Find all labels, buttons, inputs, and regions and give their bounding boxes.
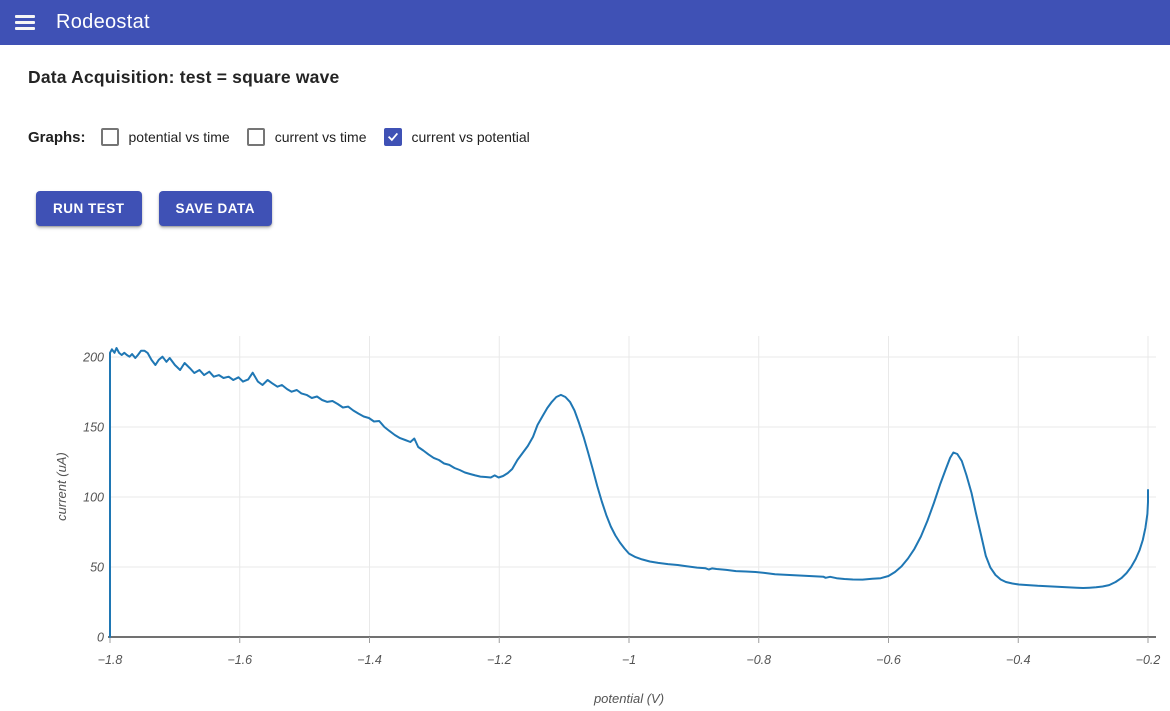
svg-text:100: 100: [83, 491, 104, 505]
menu-button[interactable]: [6, 4, 44, 42]
svg-text:0: 0: [97, 631, 104, 645]
svg-text:−1: −1: [622, 653, 636, 667]
action-buttons-row: RUN TEST SAVE DATA: [36, 191, 273, 226]
svg-text:200: 200: [82, 351, 104, 365]
svg-text:50: 50: [90, 561, 104, 575]
svg-text:−0.2: −0.2: [1136, 653, 1161, 667]
svg-text:−1.6: −1.6: [227, 653, 252, 667]
app-title: Rodeostat: [56, 11, 150, 33]
checkbox-label: current vs time: [274, 129, 367, 145]
data-line-current-vs-potential: [109, 347, 1149, 638]
hamburger-menu-icon: [15, 11, 35, 33]
gridlines: [110, 336, 1156, 637]
checkbox-potential-vs-time[interactable]: [100, 128, 119, 146]
svg-text:−0.6: −0.6: [876, 653, 901, 667]
x-axis-title: potential (V): [593, 691, 664, 706]
graph-option-potential-vs-time[interactable]: potential vs time: [100, 128, 230, 146]
svg-text:−1.8: −1.8: [98, 653, 123, 667]
save-data-button[interactable]: SAVE DATA: [158, 191, 273, 226]
app-header: Rodeostat: [0, 0, 1170, 45]
svg-text:150: 150: [83, 421, 104, 435]
checkbox-label: current vs potential: [411, 129, 530, 145]
y-axis-title: current (uA): [54, 452, 69, 521]
checkbox-label: potential vs time: [128, 129, 230, 145]
svg-text:−0.8: −0.8: [746, 653, 771, 667]
graph-option-current-vs-potential[interactable]: current vs potential: [383, 128, 530, 146]
checkbox-current-vs-time[interactable]: [246, 128, 265, 146]
graph-option-current-vs-time[interactable]: current vs time: [246, 128, 367, 146]
chart-current-vs-potential: −1.8 −1.6 −1.4 −1.2 −1 −0.8 −0.6 −0.4 −0.2 0 50 100…: [54, 336, 1161, 706]
svg-text:−1.4: −1.4: [357, 653, 382, 667]
x-axis-ticks: [109, 637, 1149, 643]
x-tick-labels: −1.8 −1.6 −1.4 −1.2 −1 −0.8 −0.6 −0.4 −0.2: [98, 653, 1161, 667]
y-tick-labels: 0 50 100 150 200: [82, 351, 104, 645]
page-title: Data Acquisition: test = square wave: [28, 67, 340, 87]
svg-text:−1.2: −1.2: [487, 653, 512, 667]
graphs-label: Graphs:: [28, 128, 86, 146]
run-test-button[interactable]: RUN TEST: [36, 191, 142, 226]
checkbox-current-vs-potential[interactable]: [383, 128, 402, 146]
checkmark-icon: [387, 132, 398, 142]
svg-text:−0.4: −0.4: [1006, 653, 1031, 667]
graphs-options-row: Graphs: potential vs time current vs tim…: [28, 126, 547, 148]
